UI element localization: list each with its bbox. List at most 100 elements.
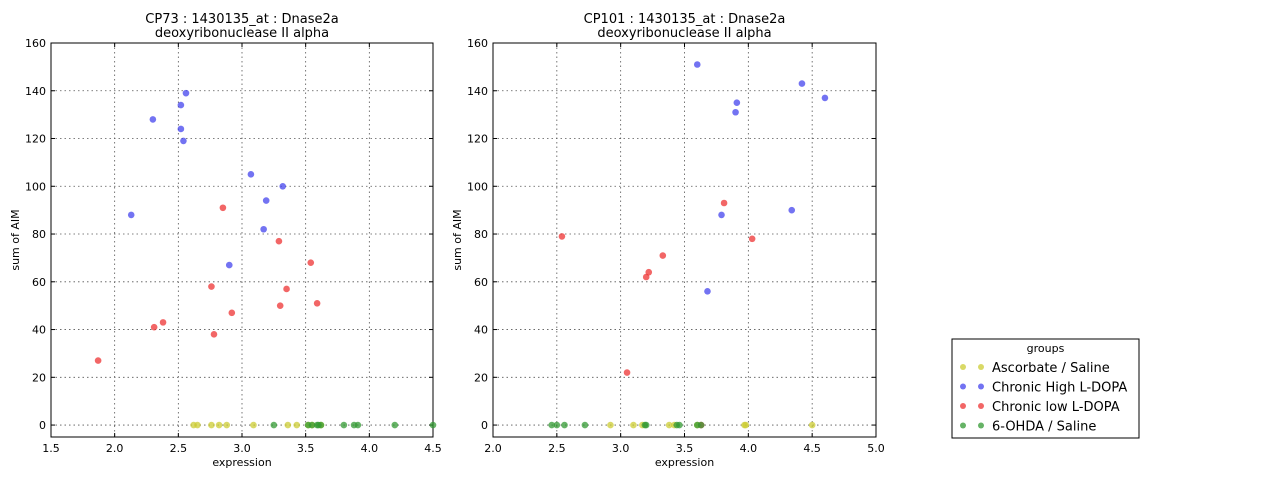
data-point: [208, 283, 215, 290]
data-point: [308, 421, 316, 429]
data-point: [307, 259, 315, 266]
data-point: [704, 288, 711, 295]
legend-marker: [978, 383, 984, 390]
chart-title: CP73 : 1430135_at : Dnase2a: [145, 12, 338, 27]
data-point: [293, 421, 301, 429]
x-tick-label: 3.5: [297, 442, 315, 455]
data-point: [177, 125, 185, 133]
legend-marker: [978, 364, 984, 370]
legend-label: Chronic low L-DOPA: [992, 400, 1120, 415]
data-point: [313, 299, 321, 307]
data-point: [659, 252, 667, 259]
x-tick-label: 4.5: [803, 442, 821, 455]
x-tick-label: 2.5: [170, 442, 188, 455]
y-tick-label: 0: [39, 419, 46, 432]
data-point: [718, 211, 725, 219]
data-point: [317, 421, 325, 429]
data-point: [208, 421, 215, 429]
data-point: [788, 206, 796, 214]
data-point: [194, 421, 201, 429]
data-point: [228, 309, 236, 317]
chart-subtitle: deoxyribonuclease II alpha: [155, 26, 329, 41]
x-axis-label: expression: [655, 456, 714, 469]
x-tick-label: 3.0: [233, 442, 251, 455]
y-tick-label: 100: [25, 180, 46, 193]
data-point: [623, 369, 631, 376]
legend-marker: [978, 422, 984, 429]
legend-marker: [960, 422, 966, 429]
data-point: [180, 137, 187, 145]
data-point: [159, 319, 167, 326]
data-point: [808, 421, 816, 429]
data-point: [732, 108, 739, 116]
data-point: [283, 285, 290, 293]
y-tick-label: 0: [481, 419, 488, 432]
y-tick-label: 100: [467, 180, 488, 193]
data-point: [223, 421, 231, 429]
data-point: [645, 268, 653, 276]
data-point: [284, 421, 292, 429]
y-tick-label: 60: [32, 276, 46, 289]
x-tick-label: 3.0: [612, 442, 630, 455]
chart-panel-1: CP73 : 1430135_at : Dnase2adeoxyribonucl…: [9, 12, 442, 469]
y-axis-label: sum of AIM: [9, 209, 22, 270]
data-point: [748, 235, 756, 243]
data-point: [733, 99, 741, 106]
legend-label: Ascorbate / Saline: [992, 361, 1110, 376]
x-tick-label: 4.5: [424, 442, 442, 455]
data-point: [247, 171, 255, 178]
data-point: [742, 421, 750, 429]
data-point: [340, 421, 348, 429]
y-tick-label: 80: [474, 228, 488, 241]
y-tick-label: 60: [474, 276, 488, 289]
series-3: [94, 204, 321, 364]
data-point: [177, 101, 185, 109]
y-tick-label: 160: [467, 37, 488, 50]
x-tick-label: 4.0: [740, 442, 758, 455]
data-point: [225, 261, 233, 269]
data-point: [149, 116, 157, 123]
x-tick-label: 5.0: [867, 442, 885, 455]
data-point: [391, 421, 399, 429]
series-2: [127, 89, 287, 269]
y-tick-label: 140: [25, 85, 46, 98]
data-point: [429, 421, 437, 429]
data-point: [150, 323, 158, 331]
legend: groups Ascorbate / Saline Chronic High L-D…: [951, 338, 1140, 439]
data-point: [561, 421, 568, 429]
plot-frame: [492, 42, 877, 438]
data-point: [697, 421, 705, 429]
data-point: [607, 421, 614, 429]
data-point: [270, 421, 278, 429]
data-point: [581, 421, 589, 429]
y-tick-label: 160: [25, 37, 46, 50]
data-point: [553, 421, 561, 429]
y-tick-label: 40: [32, 324, 46, 337]
chart-panel-2: CP101 : 1430135_at : Dnase2adeoxyribonuc…: [451, 12, 885, 469]
data-point: [630, 421, 637, 429]
legend-marker: [978, 403, 984, 409]
data-point: [548, 421, 556, 429]
data-point: [127, 211, 135, 219]
data-point: [215, 421, 223, 429]
x-axis-label: expression: [212, 456, 271, 469]
data-point: [821, 94, 829, 102]
y-tick-label: 80: [32, 228, 46, 241]
data-point: [260, 225, 267, 233]
data-point: [250, 421, 257, 429]
y-axis-label: sum of AIM: [451, 209, 464, 270]
data-point: [275, 237, 283, 245]
data-point: [94, 357, 102, 364]
data-point: [665, 421, 673, 429]
data-point: [182, 89, 190, 97]
chart-title: CP101 : 1430135_at : Dnase2a: [584, 12, 786, 27]
data-point: [276, 302, 284, 309]
x-tick-label: 2.5: [548, 442, 566, 455]
data-point: [210, 331, 218, 338]
series-4: [270, 421, 437, 429]
data-point: [279, 182, 287, 190]
data-point: [354, 421, 362, 429]
y-tick-label: 20: [32, 371, 46, 384]
